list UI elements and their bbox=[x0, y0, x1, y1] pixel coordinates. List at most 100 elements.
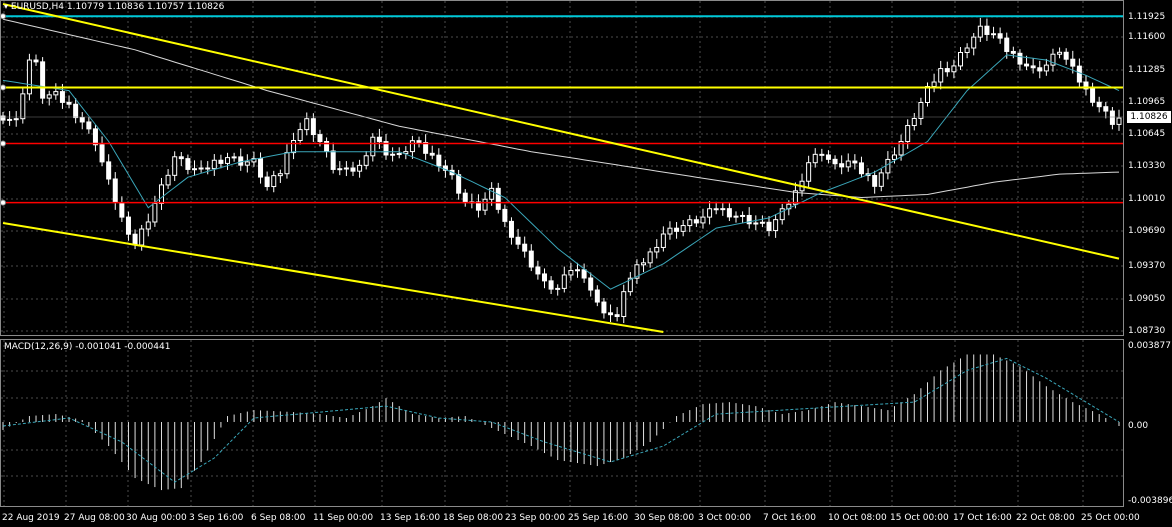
candle-body bbox=[984, 25, 990, 35]
candle-body bbox=[1030, 65, 1036, 69]
price-axis-tick: 1.09370 bbox=[1128, 261, 1165, 271]
candle-body bbox=[766, 221, 772, 232]
candle-body bbox=[0, 115, 6, 121]
candle-body bbox=[73, 103, 79, 119]
candle-body bbox=[158, 184, 164, 204]
candle-body bbox=[304, 118, 310, 131]
candle-body bbox=[383, 141, 389, 156]
time-axis-tick: 30 Aug 00:00 bbox=[126, 513, 187, 523]
candle-body bbox=[231, 156, 237, 159]
candle-body bbox=[436, 154, 442, 167]
candle-body bbox=[1063, 51, 1069, 60]
time-axis-tick: 23 Sep 00:00 bbox=[505, 513, 565, 523]
time-axis-tick: 18 Sep 08:00 bbox=[443, 513, 503, 523]
macd-signal-line bbox=[2, 357, 1120, 483]
macd-axis-tick: 0.00 bbox=[1128, 421, 1148, 431]
ohlc-values: 1.10779 1.10836 1.10757 1.10826 bbox=[66, 2, 225, 12]
level-anchor bbox=[0, 199, 6, 206]
candle-body bbox=[1050, 53, 1056, 66]
candle-body bbox=[185, 158, 191, 170]
candle-body bbox=[647, 251, 653, 264]
candle-body bbox=[588, 277, 594, 291]
candle-body bbox=[1010, 50, 1016, 54]
candle-body bbox=[429, 152, 435, 156]
macd-indicator-panel[interactable] bbox=[0, 339, 1124, 507]
trend-line-descending_upper bbox=[2, 3, 1120, 260]
candle-body bbox=[594, 289, 600, 303]
candle-body bbox=[119, 202, 125, 218]
price-axis-tick: 1.10965 bbox=[1128, 97, 1165, 107]
candle-body bbox=[192, 168, 198, 171]
candle-body bbox=[740, 214, 746, 217]
time-axis-tick: 10 Oct 08:00 bbox=[828, 513, 887, 523]
time-axis-tick: 13 Sep 16:00 bbox=[380, 513, 440, 523]
candle-body bbox=[667, 227, 673, 235]
candle-body bbox=[792, 190, 798, 205]
price-axis-tick: 1.09050 bbox=[1128, 294, 1165, 304]
candle-body bbox=[1103, 106, 1109, 112]
time-axis-tick: 15 Oct 00:00 bbox=[890, 513, 949, 523]
candle-body bbox=[872, 175, 878, 187]
candle-body bbox=[264, 176, 270, 188]
candle-body bbox=[924, 86, 930, 104]
candle-body bbox=[581, 269, 587, 279]
candle-body bbox=[284, 152, 290, 175]
price-axis-tick: 1.11925 bbox=[1128, 12, 1165, 22]
candle-body bbox=[7, 118, 13, 121]
candle-body bbox=[277, 173, 283, 177]
candle-body bbox=[627, 277, 633, 293]
candle-body bbox=[244, 161, 250, 166]
candle-body bbox=[641, 262, 647, 266]
candle-body bbox=[918, 102, 924, 119]
macd-axis-tick: 0.003877 bbox=[1128, 341, 1171, 351]
time-axis-tick: 27 Aug 08:00 bbox=[64, 513, 125, 523]
candle-body bbox=[66, 101, 72, 105]
trend-line-descending_lower bbox=[2, 222, 664, 333]
candle-body bbox=[1057, 51, 1063, 55]
candle-body bbox=[713, 208, 719, 211]
candle-body bbox=[343, 167, 349, 170]
candle-body bbox=[825, 154, 831, 160]
candle-body bbox=[991, 33, 997, 36]
candle-body bbox=[878, 172, 884, 187]
candle-body bbox=[86, 121, 92, 130]
candle-body bbox=[852, 160, 858, 164]
candle-body bbox=[376, 136, 382, 143]
candle-body bbox=[403, 151, 409, 155]
candle-body bbox=[555, 287, 561, 290]
level-anchor bbox=[0, 140, 6, 147]
candle-body bbox=[482, 198, 488, 211]
candle-body bbox=[608, 312, 614, 316]
candle-body bbox=[1037, 67, 1043, 72]
candle-body bbox=[951, 65, 957, 73]
candle-body bbox=[106, 161, 112, 180]
candle-body bbox=[898, 141, 904, 156]
candle-body bbox=[238, 156, 244, 166]
time-axis-tick: 7 Oct 16:00 bbox=[763, 513, 816, 523]
candle-body bbox=[370, 136, 376, 157]
candle-body bbox=[779, 208, 785, 221]
candle-body bbox=[99, 144, 105, 163]
chart-header: ▾ EURUSD,H4 1.10779 1.10836 1.10757 1.10… bbox=[4, 2, 224, 12]
candle-body bbox=[971, 36, 977, 49]
time-axis-tick: 11 Sep 00:00 bbox=[313, 513, 373, 523]
slow-moving-average bbox=[2, 18, 1120, 199]
candle-body bbox=[621, 291, 627, 318]
candle-body bbox=[733, 215, 739, 218]
candle-body bbox=[350, 167, 356, 172]
candle-body bbox=[746, 214, 752, 225]
candle-body bbox=[363, 155, 369, 166]
candle-body bbox=[812, 153, 818, 164]
candle-body bbox=[59, 91, 65, 103]
candle-body bbox=[522, 243, 528, 252]
candle-body bbox=[79, 117, 85, 123]
candle-body bbox=[297, 129, 303, 141]
candle-body bbox=[1017, 52, 1023, 65]
candle-body bbox=[442, 165, 448, 171]
candle-body bbox=[660, 233, 666, 248]
price-axis-tick: 1.10330 bbox=[1128, 161, 1165, 171]
candle-body bbox=[337, 168, 343, 171]
candle-body bbox=[891, 154, 897, 160]
candle-body bbox=[687, 219, 693, 227]
